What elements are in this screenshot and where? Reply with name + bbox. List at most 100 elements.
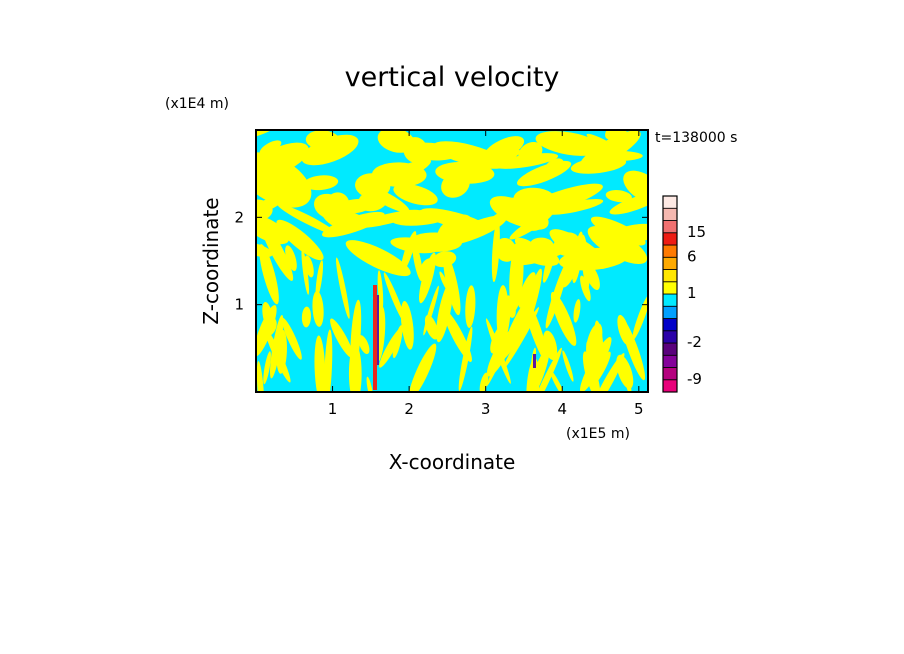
upward-streak <box>458 326 473 391</box>
upward-region <box>276 219 324 261</box>
upward-streak <box>350 299 362 373</box>
y-tick-label: 2 <box>234 208 244 226</box>
upward-streak <box>383 272 406 325</box>
colorbar-level <box>662 305 678 319</box>
upward-streak <box>408 343 437 392</box>
x-unit-label: (x1E5 m) <box>566 426 630 442</box>
upward-streak <box>256 361 265 392</box>
x-axis-label: X-coordinate <box>389 450 516 474</box>
upward-streak <box>330 318 354 358</box>
colorbar-level <box>662 354 678 368</box>
colorbar-level <box>662 281 678 295</box>
upward-region <box>494 237 517 262</box>
upward-region <box>259 140 282 155</box>
upward-streak <box>324 329 333 392</box>
upward-region <box>535 131 603 156</box>
upward-region <box>321 211 385 238</box>
upward-streak <box>491 219 500 283</box>
upward-region <box>605 190 632 203</box>
upward-streak <box>366 376 374 392</box>
upward-streak <box>586 323 603 360</box>
colorbar-level <box>662 244 678 258</box>
upward-region <box>579 130 641 170</box>
convective-core-downdraft <box>377 295 379 365</box>
x-tick-label: 2 <box>404 400 414 418</box>
upward-streak <box>590 351 611 388</box>
upward-streak <box>259 244 279 305</box>
colorbar-level <box>662 342 678 356</box>
colorbar-level <box>662 220 678 234</box>
upward-region <box>609 192 648 215</box>
upward-streak <box>518 272 536 308</box>
upward-region <box>623 170 648 204</box>
x-tick-label: 3 <box>481 400 491 418</box>
upward-streak <box>485 318 511 384</box>
upward-streak <box>549 370 565 392</box>
upward-streak <box>304 255 314 278</box>
velocity-field <box>256 130 648 392</box>
colorbar: -9 -2 1 6 15 <box>662 195 706 393</box>
upward-region <box>277 203 337 235</box>
upward-streak <box>526 347 550 392</box>
x-tick-label: 5 <box>634 400 644 418</box>
upward-region <box>356 209 421 228</box>
time-label: t=138000 s <box>655 130 737 146</box>
upward-region <box>437 214 472 243</box>
upward-streak <box>400 231 417 273</box>
y-axis-label: Z-coordinate <box>199 197 223 324</box>
chart-title: vertical velocity <box>345 62 560 93</box>
upward-streak <box>443 310 472 362</box>
colorbar-label: 1 <box>687 284 697 302</box>
upward-streak <box>465 285 476 328</box>
upward-region <box>345 240 411 277</box>
colorbar-level <box>662 232 678 246</box>
colorbar-level <box>662 256 678 270</box>
upward-streak <box>264 328 291 383</box>
upward-region <box>393 183 438 206</box>
upward-streak <box>509 241 524 311</box>
upward-streak <box>542 241 557 283</box>
colorbar-level <box>662 367 678 381</box>
upward-region <box>517 183 603 217</box>
colorbar-level <box>662 330 678 344</box>
convective-core-updraft <box>373 285 377 390</box>
upward-region <box>377 130 415 153</box>
upward-streak <box>529 347 562 392</box>
upward-streak <box>315 260 324 299</box>
upward-streak <box>412 241 423 282</box>
upward-region <box>441 171 470 198</box>
upward-streak <box>301 248 310 295</box>
upward-streak <box>591 353 625 392</box>
upward-streak <box>314 335 326 392</box>
plot-frame <box>255 129 649 393</box>
upward-region <box>303 175 339 191</box>
colorbar-level <box>662 269 678 283</box>
upward-streak <box>580 275 591 302</box>
upward-streak <box>436 281 453 343</box>
colorbar-label: 15 <box>687 223 706 241</box>
upward-region <box>301 134 359 166</box>
colorbar-level <box>662 318 678 332</box>
colorbar-level <box>662 293 678 307</box>
upward-region <box>433 141 507 169</box>
upward-streak <box>358 335 370 355</box>
upward-streak <box>336 257 350 319</box>
upward-streak <box>285 245 297 272</box>
colorbar-label: -2 <box>687 333 702 351</box>
upward-streak <box>581 234 590 290</box>
colorbar-level <box>662 207 678 221</box>
colorbar-label: 6 <box>687 247 697 265</box>
colorbar-frame <box>662 195 678 393</box>
upward-region <box>517 160 572 187</box>
upward-region <box>587 225 648 265</box>
upward-streak <box>550 291 577 346</box>
upward-streak <box>573 299 581 323</box>
x-axis-ticks: 1 2 3 4 5 <box>328 130 644 418</box>
upward-streak <box>392 325 403 359</box>
upward-streak <box>479 372 489 392</box>
upward-region <box>509 211 554 240</box>
upward-region <box>314 193 346 220</box>
colorbar-level <box>662 379 678 393</box>
upward-streak <box>562 350 574 382</box>
